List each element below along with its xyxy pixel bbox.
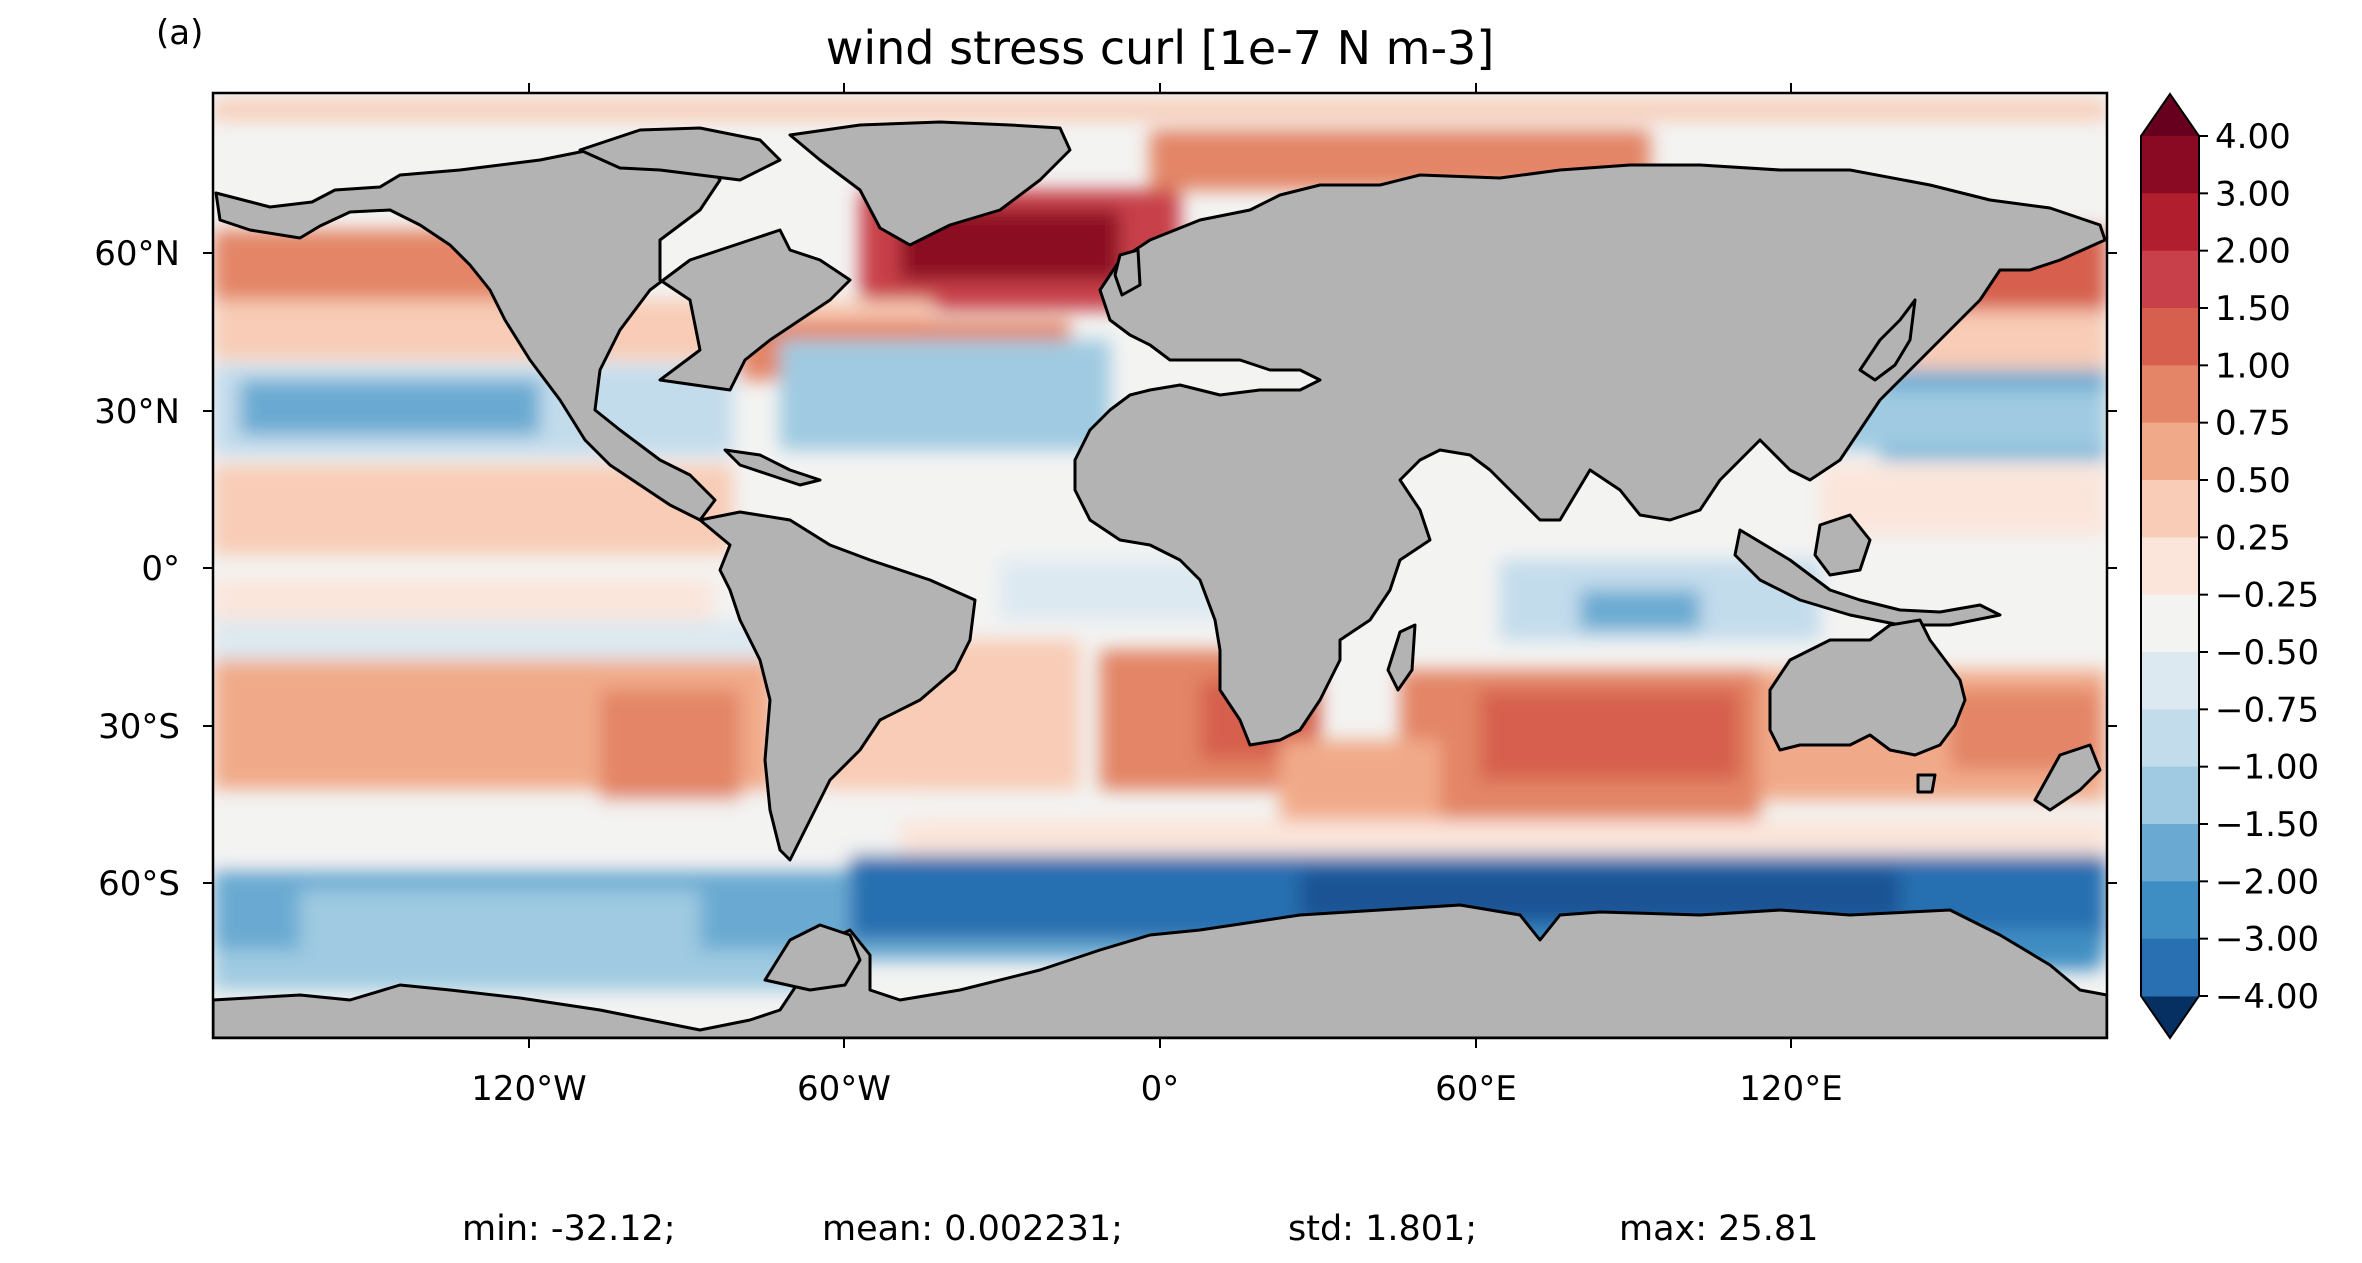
colorbar-bin <box>2141 537 2199 596</box>
lon-label-120w: 120°W <box>471 1069 587 1109</box>
colorbar-label: 3.00 <box>2215 174 2291 214</box>
colorbar-bin <box>2141 136 2199 194</box>
lon-label-0: 0° <box>1141 1069 1180 1109</box>
map-ticks <box>203 83 2117 1048</box>
arctic-islands <box>578 126 782 182</box>
lon-label-120e: 120°E <box>1739 1069 1842 1109</box>
south-america <box>698 510 977 862</box>
colorbar-bin <box>2141 938 2199 997</box>
colorbar-label: 4.00 <box>2215 117 2291 157</box>
colorbar-label: −0.75 <box>2215 690 2319 730</box>
colorbar-bin <box>2141 652 2199 710</box>
colorbar-bin <box>2141 709 2199 768</box>
latitude-labels: 60°N 30°N 0° 30°S 60°S <box>94 234 180 904</box>
colorbar-label: −2.00 <box>2215 862 2319 902</box>
colorbar-bin <box>2141 881 2199 940</box>
lat-label-60n: 60°N <box>94 234 180 274</box>
colorbar-bin <box>2141 766 2199 825</box>
colorbar-label: −4.00 <box>2215 977 2319 1017</box>
colorbar-label: 0.25 <box>2215 518 2291 558</box>
colorbar-bin <box>2141 250 2199 309</box>
colorbar-label: 1.00 <box>2215 346 2291 386</box>
stats-line: min: -32.12; mean: 0.002231; std: 1.801;… <box>462 1209 1818 1249</box>
colorbar-over-arrow <box>2141 94 2199 136</box>
madagascar <box>1386 623 1417 692</box>
colorbar-bin <box>2141 594 2199 653</box>
tasmania <box>1916 773 1937 794</box>
colorbar-label: −1.50 <box>2215 805 2319 845</box>
lon-label-60e: 60°E <box>1435 1069 1517 1109</box>
new-zealand <box>2033 743 2102 812</box>
antarctic-peninsula <box>763 923 862 992</box>
japan <box>1858 298 1917 382</box>
colorbar-label: 0.75 <box>2215 404 2291 444</box>
colorbar-label: −0.25 <box>2215 576 2319 616</box>
map-panel <box>213 93 2107 1038</box>
maritime-continent <box>1733 528 2002 627</box>
lat-label-30s: 30°S <box>98 707 180 747</box>
colorbar-bin <box>2141 308 2199 366</box>
caribbean <box>723 448 822 487</box>
lat-label-30n: 30°N <box>94 392 180 432</box>
land <box>213 120 2107 1038</box>
colorbar-under-arrow <box>2141 996 2199 1038</box>
colorbar-bin <box>2141 480 2199 538</box>
colorbar-bin <box>2141 193 2199 252</box>
stat-mean: mean: 0.002231; <box>822 1209 1123 1249</box>
greenland <box>788 120 1072 247</box>
colorbar-label: −1.00 <box>2215 748 2319 788</box>
australia <box>1768 618 1967 757</box>
colorbar-bin <box>2141 824 2199 882</box>
eurasia-africa <box>1073 163 2107 747</box>
colorbar: 4.00 3.00 2.00 1.50 1.00 0.75 0.50 0.25 −0.25 −0.… <box>2140 92 2319 1040</box>
lat-label-0: 0° <box>141 549 180 589</box>
colorbar-bin <box>2141 422 2199 481</box>
colorbar-label: 2.00 <box>2215 232 2291 272</box>
lon-label-60w: 60°W <box>797 1069 891 1109</box>
map-title: wind stress curl [1e-7 N m-3] <box>826 21 1495 75</box>
panel-label: (a) <box>156 13 203 53</box>
colorbar-bin <box>2141 365 2199 424</box>
british-isles <box>1113 248 1142 297</box>
longitude-labels: 120°W 60°W 0° 60°E 120°E <box>471 1069 1842 1109</box>
colorbar-label: 0.50 <box>2215 461 2291 501</box>
borneo <box>1813 513 1872 577</box>
colorbar-label: −3.00 <box>2215 920 2319 960</box>
colorbar-label: 1.50 <box>2215 289 2291 329</box>
colorbar-label: −0.50 <box>2215 633 2319 673</box>
stat-max: max: 25.81 <box>1619 1209 1818 1249</box>
stat-min: min: -32.12; <box>462 1209 676 1249</box>
stat-std: std: 1.801; <box>1288 1209 1477 1249</box>
lat-label-60s: 60°S <box>98 864 180 904</box>
antarctica <box>213 903 2107 1038</box>
